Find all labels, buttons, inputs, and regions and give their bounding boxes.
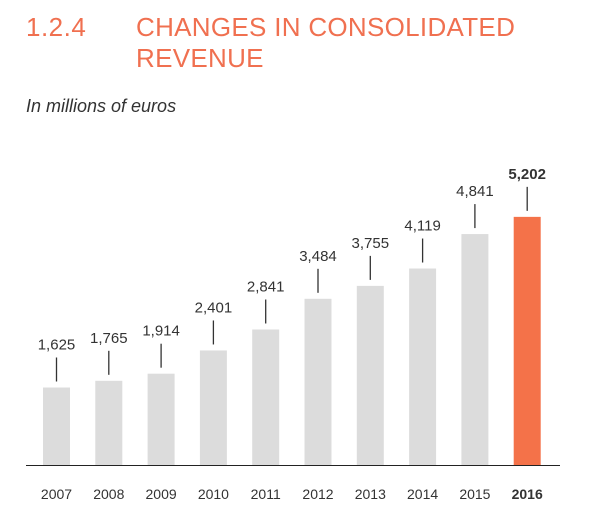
value-label-2011: 2,841 <box>247 278 285 295</box>
bar-2011 <box>252 329 280 465</box>
value-label-2008: 1,765 <box>90 330 128 347</box>
category-label-2007: 2007 <box>41 486 72 502</box>
value-label-2012: 3,484 <box>299 248 337 265</box>
category-label-2011: 2011 <box>251 486 281 502</box>
category-label-2010: 2010 <box>198 486 229 502</box>
bar-2016 <box>513 216 541 465</box>
value-label-2009: 1,914 <box>142 323 180 340</box>
value-label-2013: 3,755 <box>352 235 390 252</box>
bar-2010 <box>199 350 227 465</box>
bar-2013 <box>356 285 384 465</box>
category-label-2016: 2016 <box>512 486 543 502</box>
category-label-2015: 2015 <box>459 486 490 502</box>
bar-2008 <box>95 380 123 465</box>
category-label-2008: 2008 <box>93 486 124 502</box>
category-label-2014: 2014 <box>407 486 438 502</box>
bar-2007 <box>43 387 70 465</box>
value-label-2007: 1,625 <box>38 336 76 353</box>
value-label-2010: 2,401 <box>195 299 233 316</box>
value-label-2016: 5,202 <box>508 166 546 183</box>
category-label-2012: 2012 <box>302 486 333 502</box>
section-title: CHANGES IN CONSOLIDATED REVENUE <box>136 12 516 73</box>
bar-2014 <box>409 268 437 465</box>
section-number: 1.2.4 <box>26 12 87 42</box>
bar-2015 <box>461 234 489 465</box>
value-label-2015: 4,841 <box>456 183 494 200</box>
bar-2012 <box>304 298 332 465</box>
value-label-2014: 4,119 <box>404 218 440 235</box>
category-label-2009: 2009 <box>146 486 177 502</box>
category-label-2013: 2013 <box>355 486 386 502</box>
bar-2009 <box>147 373 175 465</box>
chart-unit-subtitle: In millions of euros <box>26 96 177 116</box>
